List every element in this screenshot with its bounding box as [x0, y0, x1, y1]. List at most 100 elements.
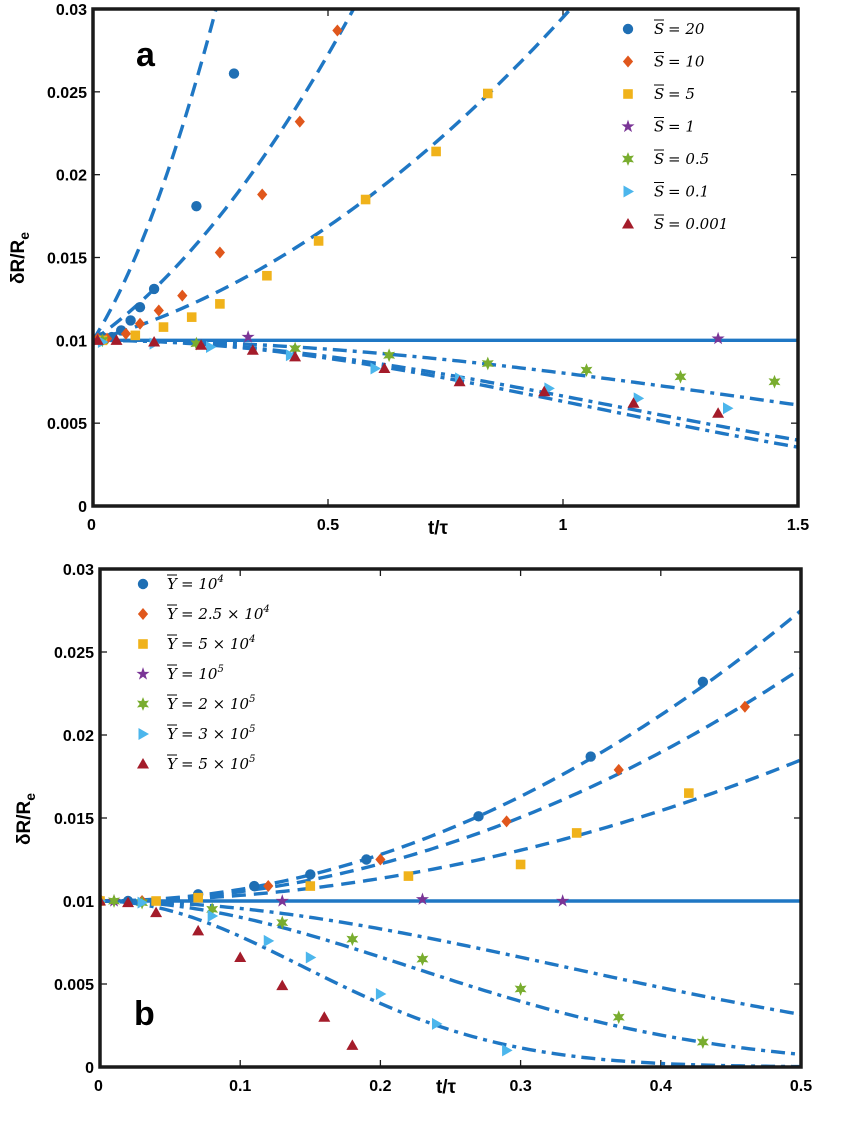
data-points	[93, 24, 781, 418]
data-point-series-5	[285, 349, 297, 362]
chart-panel-a: 0 0.5 1 1.5 0 0.005 0.01 0.015 0.02 0.025 0.03 t/τ δ…	[8, 2, 809, 539]
data-point-series-1	[613, 763, 624, 776]
x-tick-label: 0	[94, 1078, 103, 1095]
fit-line-series-4	[100, 899, 801, 1017]
y-tick-label: 0.025	[47, 85, 87, 102]
data-point-series-5	[305, 951, 317, 964]
legend-item: Y = 2 × 105	[137, 694, 255, 713]
data-point-series-6	[195, 339, 208, 350]
legend-item: Y = 3 × 105	[138, 724, 255, 743]
legend-marker	[137, 608, 149, 620]
fit-line-series-5	[93, 338, 798, 442]
data-point-series-2	[313, 236, 324, 246]
y-tick-label: 0.03	[56, 2, 87, 19]
data-point-series-6	[538, 385, 551, 397]
data-point-series-6	[246, 344, 259, 355]
legend-symbol: S	[654, 20, 664, 38]
fit-line-series-2	[93, 9, 573, 342]
data-point-series-1	[375, 853, 386, 866]
y-tick-label: 0.005	[54, 977, 94, 994]
legend-marker	[623, 89, 633, 99]
x-tick-label: 1	[559, 517, 568, 534]
legend-item: S = 0.5	[622, 149, 709, 168]
legend-label: = 105	[181, 664, 224, 683]
legend-label: = 5 × 104	[181, 634, 255, 653]
data-point-series-5	[206, 340, 217, 353]
data-point-series-4	[674, 369, 687, 384]
legend-symbol: Y	[167, 635, 179, 653]
data-point-series-2	[515, 859, 526, 870]
fit-line-series-2	[100, 758, 801, 903]
data-point-series-6	[378, 362, 391, 373]
data-point-series-6	[93, 334, 104, 345]
data-point-series-1	[263, 880, 274, 893]
data-point-series-1	[214, 246, 225, 259]
data-point-series-4	[580, 363, 593, 378]
legend-label: = 0.1	[668, 183, 709, 201]
legend-symbol: Y	[167, 665, 179, 683]
data-point-series-1	[257, 188, 268, 201]
data-point-series-4	[206, 902, 219, 917]
y-tick-label: 0.02	[56, 168, 87, 185]
data-point-series-6	[110, 334, 123, 345]
legend-marker	[138, 728, 149, 740]
data-point-series-6	[712, 407, 725, 418]
data-point-series-2	[130, 330, 141, 341]
x-tick-label: 0.3	[509, 1078, 531, 1095]
legend-item: S = 1	[621, 117, 695, 136]
legend-marker	[622, 55, 634, 68]
legend: S = 20S = 10S = 5S = 1S = 0.5S = 0.1S = 0.001	[621, 19, 728, 233]
data-point-series-2	[684, 788, 694, 798]
y-tick-label: 0.005	[47, 416, 87, 433]
y-tick-label: 0	[85, 1060, 94, 1077]
data-point-series-1	[501, 815, 512, 828]
y-axis-label: δR/Re	[8, 232, 32, 284]
data-point-series-2	[262, 270, 272, 281]
data-point-series-2	[431, 146, 441, 157]
data-point-series-2	[193, 892, 203, 903]
data-point-series-5	[502, 1044, 513, 1057]
data-point-series-2	[571, 828, 582, 838]
legend-label: = 2 × 105	[181, 694, 255, 713]
fit-line-series-5	[100, 899, 801, 1057]
legend-marker	[622, 152, 634, 166]
data-point-series-3	[711, 331, 725, 345]
data-point-series-2	[158, 322, 169, 332]
y-tick-label: 0.03	[63, 562, 94, 579]
data-point-series-4	[108, 894, 120, 908]
data-point-series-5	[633, 392, 645, 405]
x-tick-label: 1.5	[787, 517, 809, 534]
data-point-series-4	[416, 952, 429, 966]
panel-letter: b	[134, 995, 155, 1033]
legend-item: Y = 104	[137, 574, 224, 593]
x-tick-label: 0.1	[229, 1078, 251, 1095]
legend-label: = 104	[181, 574, 224, 593]
data-point-series-0	[305, 869, 316, 880]
data-point-series-5	[207, 909, 219, 922]
data-point-series-5	[375, 987, 387, 1000]
data-point-series-3	[275, 894, 289, 907]
legend-label: = 3 × 105	[181, 724, 255, 743]
y-tick-label: 0.025	[54, 645, 94, 662]
data-point-series-0	[473, 811, 484, 822]
legend-label: = 0.5	[668, 150, 709, 168]
legend-marker	[136, 667, 150, 680]
legend-marker	[623, 185, 634, 198]
data-point-series-6	[276, 979, 289, 991]
data-point-series-4	[289, 341, 302, 356]
y-tick-label: 0.015	[47, 251, 87, 268]
data-point-series-0	[249, 880, 260, 892]
data-point-series-4	[696, 1035, 709, 1049]
data-point-series-4	[190, 336, 203, 351]
legend-label: = 5	[668, 85, 695, 103]
legend-item: S = 10	[622, 52, 705, 71]
data-point-series-5	[723, 402, 734, 415]
x-tick-label: 0.2	[369, 1078, 391, 1095]
fit-line-series-4	[93, 338, 798, 407]
y-tick-label: 0.01	[63, 894, 94, 911]
legend-marker	[621, 119, 635, 133]
legend-symbol: S	[654, 53, 664, 71]
data-point-series-2	[403, 871, 414, 881]
